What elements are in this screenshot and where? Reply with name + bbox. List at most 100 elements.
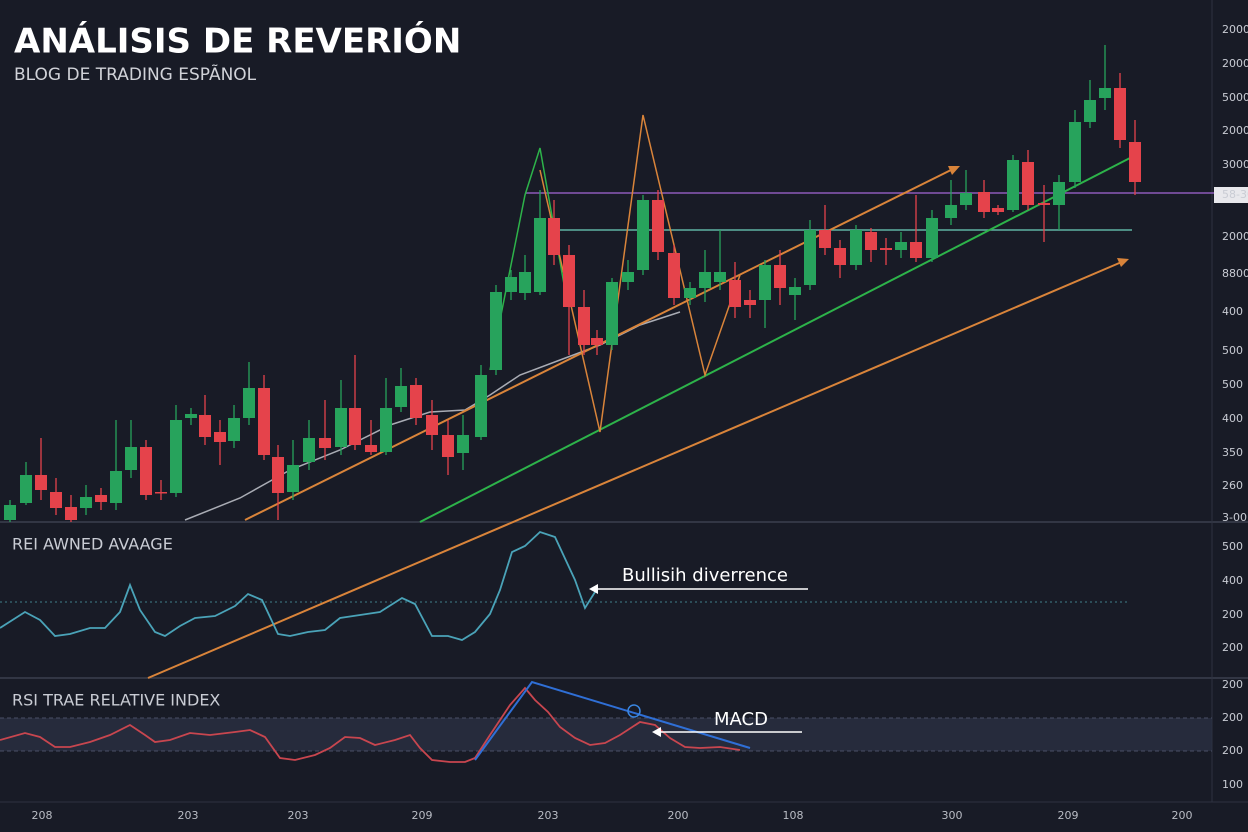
candle-body bbox=[125, 447, 137, 470]
candle-body bbox=[185, 414, 197, 418]
candle-body bbox=[819, 230, 831, 248]
candle-body bbox=[895, 242, 907, 250]
indicator-line bbox=[0, 686, 741, 763]
chart-subtitle: BLOG DE TRADING ESPÃNOL bbox=[14, 63, 257, 85]
candle-body bbox=[1069, 122, 1081, 182]
candle-body bbox=[442, 435, 454, 457]
candle-body bbox=[714, 272, 726, 282]
candle-body bbox=[426, 415, 438, 435]
candle-body bbox=[349, 408, 361, 445]
candle-body bbox=[95, 495, 107, 502]
candle-body bbox=[380, 408, 392, 452]
candle-body bbox=[578, 307, 590, 345]
candle-body bbox=[774, 265, 786, 288]
candle-body bbox=[534, 218, 546, 292]
candle-body bbox=[548, 218, 560, 255]
candle-body bbox=[563, 255, 575, 307]
y-tick-label: 58-30 bbox=[1222, 188, 1248, 201]
candle-body bbox=[457, 435, 469, 453]
candle-body bbox=[35, 475, 47, 490]
x-tick-label: 300 bbox=[942, 809, 963, 822]
candle-body bbox=[1053, 182, 1065, 205]
x-tick-label: 203 bbox=[178, 809, 199, 822]
candle-body bbox=[199, 415, 211, 437]
x-tick-label: 208 bbox=[32, 809, 53, 822]
arrowhead bbox=[589, 584, 598, 594]
candle-body bbox=[272, 457, 284, 493]
candle-body bbox=[214, 432, 226, 442]
x-tick-label: 200 bbox=[668, 809, 689, 822]
y-tick-label: 200 bbox=[1222, 744, 1243, 757]
y-tick-label: 350 bbox=[1222, 446, 1243, 459]
candle-body bbox=[140, 447, 152, 495]
x-tick-label: 209 bbox=[1058, 809, 1079, 822]
candle-body bbox=[519, 272, 531, 293]
y-tick-label: 400 bbox=[1222, 412, 1243, 425]
candle-body bbox=[910, 242, 922, 258]
x-tick-label: 203 bbox=[288, 809, 309, 822]
arrowhead bbox=[1117, 258, 1129, 267]
candle-body bbox=[410, 385, 422, 418]
candle-body bbox=[789, 287, 801, 295]
trend-line bbox=[147, 260, 1125, 679]
y-tick-label: 5000 bbox=[1222, 91, 1248, 104]
candle-body bbox=[804, 230, 816, 285]
candle-body bbox=[365, 445, 377, 452]
candle-body bbox=[258, 388, 270, 455]
candle-body bbox=[945, 205, 957, 218]
y-tick-label: 8800 bbox=[1222, 267, 1248, 280]
candle-body bbox=[80, 497, 92, 508]
y-tick-label: 260 bbox=[1222, 479, 1243, 492]
candle-body bbox=[65, 507, 77, 520]
panel-title: REI AWNED AVAAGE bbox=[12, 535, 173, 554]
candle-body bbox=[1038, 203, 1050, 205]
arrowhead bbox=[948, 166, 960, 175]
candle-body bbox=[1099, 88, 1111, 98]
x-tick-label: 203 bbox=[538, 809, 559, 822]
band bbox=[0, 718, 1212, 751]
candle-body bbox=[335, 408, 347, 447]
y-tick-label: 100 bbox=[1222, 778, 1243, 791]
y-tick-label: 2000 bbox=[1222, 230, 1248, 243]
y-tick-label: 3000 bbox=[1222, 158, 1248, 171]
candle-body bbox=[20, 475, 32, 503]
candle-body bbox=[170, 420, 182, 493]
y-tick-label: 400 bbox=[1222, 305, 1243, 318]
candle-body bbox=[155, 492, 167, 494]
y-tick-label: 200 bbox=[1222, 711, 1243, 724]
candle-body bbox=[50, 492, 62, 508]
candle-body bbox=[850, 230, 862, 265]
x-tick-label: 209 bbox=[412, 809, 433, 822]
x-tick-label: 200 bbox=[1172, 809, 1193, 822]
candle-body bbox=[992, 208, 1004, 212]
candle-body bbox=[729, 280, 741, 307]
candle-body bbox=[4, 505, 16, 520]
y-tick-label: 200 bbox=[1222, 641, 1243, 654]
y-tick-label: 500 bbox=[1222, 378, 1243, 391]
y-tick-label: 500 bbox=[1222, 540, 1243, 553]
y-tick-label: 2000 bbox=[1222, 124, 1248, 137]
y-tick-label: 20000 bbox=[1222, 57, 1248, 70]
candle-body bbox=[759, 265, 771, 300]
candle-body bbox=[865, 232, 877, 250]
candle-body bbox=[1022, 162, 1034, 205]
candle-body bbox=[303, 438, 315, 462]
price-highlight bbox=[1214, 187, 1248, 203]
candle-body bbox=[319, 438, 331, 448]
y-tick-label: 20000 bbox=[1222, 23, 1248, 36]
marker bbox=[627, 704, 641, 718]
x-tick-label: 108 bbox=[783, 809, 804, 822]
candle-body bbox=[684, 288, 696, 298]
candle-body bbox=[1114, 88, 1126, 140]
candle-body bbox=[834, 248, 846, 265]
candles bbox=[4, 45, 1141, 522]
candle-body bbox=[591, 338, 603, 345]
candle-body bbox=[110, 471, 122, 503]
candle-body bbox=[490, 292, 502, 370]
chart-title: ANÁLISIS DE REVERIÓN bbox=[14, 21, 461, 62]
candle-body bbox=[978, 192, 990, 212]
candle-body bbox=[395, 386, 407, 407]
candle-body bbox=[1007, 160, 1019, 210]
indicator-lines bbox=[0, 530, 741, 763]
candle-body bbox=[1084, 100, 1096, 122]
